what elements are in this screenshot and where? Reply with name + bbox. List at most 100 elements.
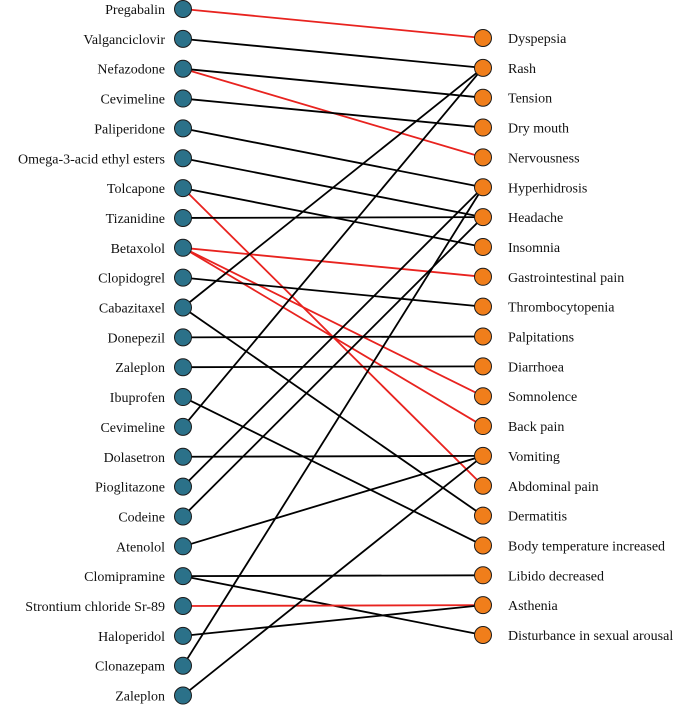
- drug-node: [174, 179, 192, 198]
- drug-node: [174, 567, 192, 586]
- drug-node: [174, 417, 192, 436]
- effect-label: Vomiting: [508, 450, 560, 465]
- drug-label: Pioglitazone: [95, 481, 165, 496]
- effect-node: [474, 58, 492, 77]
- effect-label: Back pain: [508, 420, 564, 435]
- drug-node: [174, 0, 192, 18]
- edge-black: [182, 186, 484, 488]
- drug-label: Valganciclovir: [83, 33, 165, 48]
- effect-node: [474, 267, 492, 286]
- edge-black: [182, 276, 484, 308]
- drug-label: Omega-3-acid ethyl esters: [18, 152, 165, 167]
- drug-node: [174, 238, 192, 257]
- effect-node: [474, 446, 492, 465]
- edge-black: [182, 396, 484, 547]
- edge-black: [182, 37, 484, 69]
- effect-node-column: Dyspepsia Rash Tension Dry mouth Nervousness…: [474, 29, 673, 644]
- effect-label: Asthenia: [508, 599, 559, 614]
- drug-node: [174, 208, 192, 227]
- edge-black: [182, 454, 484, 458]
- drug-node: [174, 328, 192, 347]
- effect-node: [474, 596, 492, 615]
- effect-label: Somnolence: [508, 390, 577, 405]
- effect-node: [474, 297, 492, 316]
- edge-black: [182, 455, 484, 697]
- drug-label: Ibuprofen: [110, 391, 165, 406]
- effect-node: [474, 237, 492, 256]
- effect-label: Dermatitis: [508, 510, 567, 525]
- drug-label: Cevimeline: [100, 93, 165, 108]
- drug-label: Cabazitaxel: [99, 302, 165, 317]
- drug-node: [174, 388, 192, 407]
- effect-node: [474, 476, 492, 495]
- effect-node: [474, 387, 492, 406]
- effect-label: Abdominal pain: [508, 480, 599, 495]
- edge-red: [182, 246, 484, 278]
- edge-black: [182, 67, 484, 309]
- effect-node: [474, 536, 492, 555]
- drug-node: [174, 358, 192, 377]
- drug-label: Pregabalin: [105, 3, 165, 18]
- drug-label: Zaleplon: [115, 361, 165, 376]
- drug-node: [174, 537, 192, 556]
- drug-node-column: Pregabalin Valganciclovir Nefazodone Cevime…: [18, 0, 192, 705]
- drug-label: Atenolol: [116, 540, 165, 555]
- effect-node: [474, 327, 492, 346]
- edge-black: [182, 127, 484, 189]
- edge-black: [182, 67, 484, 428]
- edge-black: [182, 216, 484, 219]
- drug-label: Strontium chloride Sr-89: [25, 600, 165, 615]
- drug-label: Clonazepam: [95, 660, 165, 675]
- drug-label: Tizanidine: [106, 212, 165, 227]
- effect-label: Gastrointestinal pain: [508, 271, 624, 286]
- drug-label: Nefazodone: [97, 63, 165, 78]
- edge-black: [182, 186, 484, 667]
- drug-node: [174, 597, 192, 615]
- drug-node: [174, 268, 192, 287]
- drug-label: Haloperidol: [98, 630, 165, 645]
- edge-layer: [182, 8, 484, 697]
- drug-label: Betaxolol: [111, 242, 166, 257]
- edge-red: [182, 246, 484, 398]
- edge-black: [182, 97, 484, 129]
- drug-node: [174, 686, 192, 705]
- drug-label: Zaleplon: [115, 690, 165, 705]
- effect-node: [474, 357, 492, 376]
- drug-label: Codeine: [118, 510, 165, 525]
- effect-node: [474, 88, 492, 107]
- edge-black: [182, 67, 484, 99]
- drug-label: Clomipramine: [84, 570, 165, 585]
- effect-node: [474, 626, 492, 644]
- effect-node: [474, 417, 492, 436]
- effect-label: Rash: [508, 62, 536, 77]
- effect-label: Tension: [508, 92, 552, 107]
- effect-label: Body temperature increased: [508, 539, 665, 554]
- effect-node: [474, 506, 492, 525]
- effect-label: Insomnia: [508, 241, 561, 256]
- drug-label: Donepezil: [107, 331, 165, 346]
- edge-black: [182, 604, 484, 637]
- drug-node: [174, 507, 192, 526]
- drug-label: Clopidogrel: [98, 272, 165, 287]
- effect-node: [474, 148, 492, 167]
- effect-label: Dry mouth: [508, 122, 569, 137]
- drug-node: [174, 298, 192, 317]
- effect-label: Dyspepsia: [508, 32, 567, 47]
- drug-label: Cevimeline: [100, 421, 165, 436]
- effect-node: [474, 178, 492, 197]
- effect-label: Libido decreased: [508, 569, 604, 584]
- drug-node: [174, 59, 192, 78]
- drug-node: [174, 89, 192, 108]
- drug-label: Dolasetron: [104, 451, 165, 466]
- effect-node: [474, 208, 492, 227]
- effect-label: Disturbance in sexual arousal: [508, 629, 673, 644]
- effect-label: Nervousness: [508, 151, 580, 166]
- effect-label: Thrombocytopenia: [508, 301, 615, 316]
- edge-red: [182, 604, 484, 607]
- edge-black: [182, 455, 484, 548]
- drug-label: Tolcapone: [107, 182, 165, 197]
- effect-label: Palpitations: [508, 331, 574, 346]
- drug-node: [174, 626, 192, 645]
- edge-black: [182, 306, 484, 517]
